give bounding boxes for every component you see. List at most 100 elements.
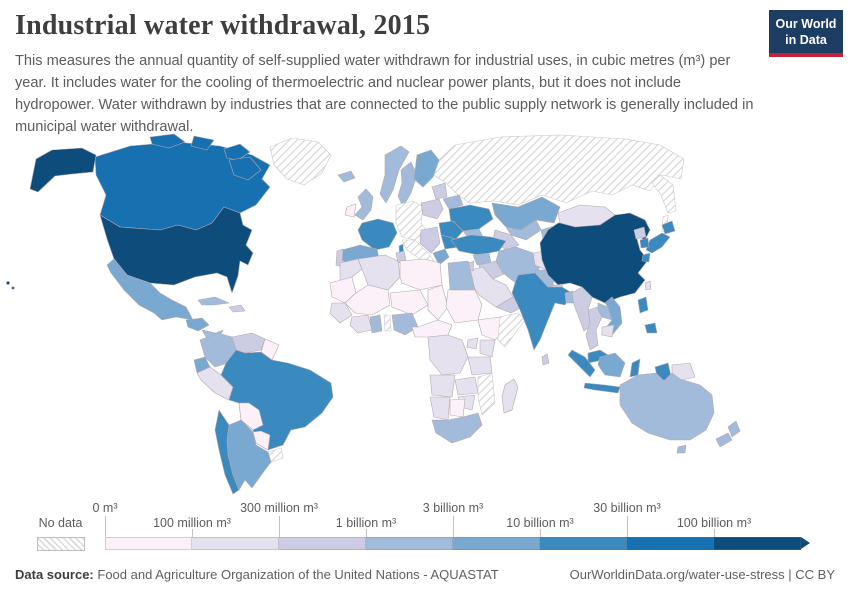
country-kenya[interactable] bbox=[479, 339, 496, 358]
country-thailand[interactable] bbox=[585, 306, 603, 351]
country-mozambique[interactable] bbox=[477, 372, 496, 416]
country-tanzania[interactable] bbox=[467, 356, 493, 376]
country-belarus[interactable] bbox=[442, 194, 464, 210]
country-drc[interactable] bbox=[427, 334, 469, 376]
country-indonesia-sumatra[interactable] bbox=[567, 349, 596, 378]
country-myanmar[interactable] bbox=[571, 286, 593, 332]
legend-tick bbox=[279, 516, 280, 537]
country-japan-hokkaido[interactable] bbox=[661, 220, 676, 235]
country-namibia[interactable] bbox=[429, 396, 451, 421]
country-greece[interactable] bbox=[432, 248, 450, 266]
country-philippines-luzon[interactable] bbox=[637, 296, 649, 314]
legend-segment[interactable] bbox=[540, 537, 627, 550]
country-uganda[interactable] bbox=[466, 337, 479, 350]
country-somalia[interactable] bbox=[497, 312, 526, 348]
country-australia-tasmania[interactable] bbox=[676, 444, 687, 454]
country-baltics[interactable] bbox=[431, 182, 448, 200]
country-mali[interactable] bbox=[344, 284, 391, 316]
legend-tick-label: 100 million m³ bbox=[153, 516, 231, 530]
legend-tick bbox=[540, 529, 541, 537]
country-angola[interactable] bbox=[429, 374, 456, 398]
country-iceland[interactable] bbox=[337, 170, 356, 183]
country-taiwan[interactable] bbox=[644, 280, 652, 291]
country-russia[interactable] bbox=[433, 134, 685, 206]
country-turkey[interactable] bbox=[450, 234, 507, 256]
legend-segment[interactable] bbox=[453, 537, 540, 550]
country-russia-kamchatka[interactable] bbox=[651, 174, 677, 214]
country-canada-baffin[interactable] bbox=[228, 156, 262, 181]
country-canada-island[interactable] bbox=[223, 143, 251, 161]
country-borneo[interactable] bbox=[597, 352, 626, 378]
country-usa-hawaii[interactable] bbox=[6, 281, 10, 285]
legend-segment[interactable] bbox=[627, 537, 714, 550]
country-canada-island[interactable] bbox=[190, 135, 215, 151]
legend-segment[interactable] bbox=[105, 537, 192, 550]
country-egypt[interactable] bbox=[447, 260, 476, 291]
credit-link[interactable]: OurWorldinData.org/water-use-stress | CC… bbox=[569, 567, 835, 582]
country-romania[interactable] bbox=[438, 220, 464, 240]
country-botswana[interactable] bbox=[449, 398, 466, 418]
country-balkans[interactable] bbox=[419, 226, 441, 254]
country-nz-south[interactable] bbox=[715, 432, 733, 448]
country-poland[interactable] bbox=[420, 198, 444, 220]
country-usa-hawaii[interactable] bbox=[11, 286, 15, 290]
country-cuba[interactable] bbox=[197, 296, 230, 306]
world-map-svg[interactable] bbox=[0, 133, 850, 500]
country-guatemala[interactable] bbox=[185, 317, 210, 332]
country-finland[interactable] bbox=[413, 149, 440, 188]
country-indonesia-sulawesi[interactable] bbox=[629, 358, 641, 378]
country-ghana[interactable] bbox=[369, 314, 383, 334]
country-japan-honshu[interactable] bbox=[645, 232, 671, 254]
country-japan-kyushu[interactable] bbox=[641, 252, 651, 263]
country-zambia[interactable] bbox=[454, 376, 479, 396]
country-nigeria[interactable] bbox=[391, 312, 419, 336]
country-south-korea[interactable] bbox=[639, 237, 650, 249]
country-sudan[interactable] bbox=[445, 289, 483, 324]
country-libya[interactable] bbox=[399, 258, 443, 291]
country-sri-lanka[interactable] bbox=[541, 353, 550, 366]
country-algeria[interactable] bbox=[357, 254, 401, 291]
country-south-africa[interactable] bbox=[431, 412, 483, 444]
legend-segment[interactable] bbox=[279, 537, 366, 550]
country-philippines-mindanao[interactable] bbox=[644, 322, 658, 334]
country-france[interactable] bbox=[357, 218, 398, 251]
country-madagascar[interactable] bbox=[501, 378, 519, 414]
country-kazakhstan[interactable] bbox=[491, 196, 561, 231]
country-laos[interactable] bbox=[597, 302, 613, 321]
country-mexico[interactable] bbox=[106, 258, 194, 321]
country-greenland[interactable] bbox=[269, 137, 332, 186]
map-legend: No data 0 m³ 100 million m³ 300 million m³… bbox=[0, 499, 850, 561]
country-uk[interactable] bbox=[354, 188, 374, 221]
country-cambodia[interactable] bbox=[601, 324, 615, 338]
country-nz-north[interactable] bbox=[727, 420, 741, 438]
country-north-korea[interactable] bbox=[633, 226, 647, 240]
page-title: Industrial water withdrawal, 2015 bbox=[15, 10, 431, 41]
country-hispaniola[interactable] bbox=[228, 304, 246, 313]
country-benin[interactable] bbox=[383, 314, 392, 332]
country-usa-alaska[interactable] bbox=[29, 147, 97, 193]
legend-segment[interactable] bbox=[714, 537, 801, 550]
country-senegal[interactable] bbox=[329, 302, 353, 324]
no-data-swatch[interactable] bbox=[37, 537, 85, 551]
country-sweden[interactable] bbox=[397, 161, 418, 208]
country-cameroon-car[interactable] bbox=[411, 319, 453, 338]
country-chile[interactable] bbox=[214, 409, 240, 495]
country-indonesia-java[interactable] bbox=[583, 382, 621, 394]
country-paraguay[interactable] bbox=[252, 430, 271, 451]
country-india[interactable] bbox=[511, 272, 573, 351]
country-australia[interactable] bbox=[619, 372, 715, 441]
country-morocco[interactable] bbox=[339, 258, 363, 284]
logo-line-2: in Data bbox=[785, 33, 827, 47]
country-norway[interactable] bbox=[379, 145, 410, 204]
country-chad[interactable] bbox=[427, 284, 449, 321]
chart-subtitle: This measures the annual quantity of sel… bbox=[15, 53, 754, 135]
country-venezuela[interactable] bbox=[231, 332, 266, 354]
world-map[interactable] bbox=[0, 133, 850, 500]
legend-segment[interactable] bbox=[192, 537, 279, 550]
country-canada-island[interactable] bbox=[149, 133, 186, 149]
country-niger[interactable] bbox=[389, 289, 429, 316]
country-ivory-coast[interactable] bbox=[349, 314, 373, 334]
country-ireland[interactable] bbox=[344, 203, 357, 218]
legend-segment[interactable] bbox=[366, 537, 453, 550]
